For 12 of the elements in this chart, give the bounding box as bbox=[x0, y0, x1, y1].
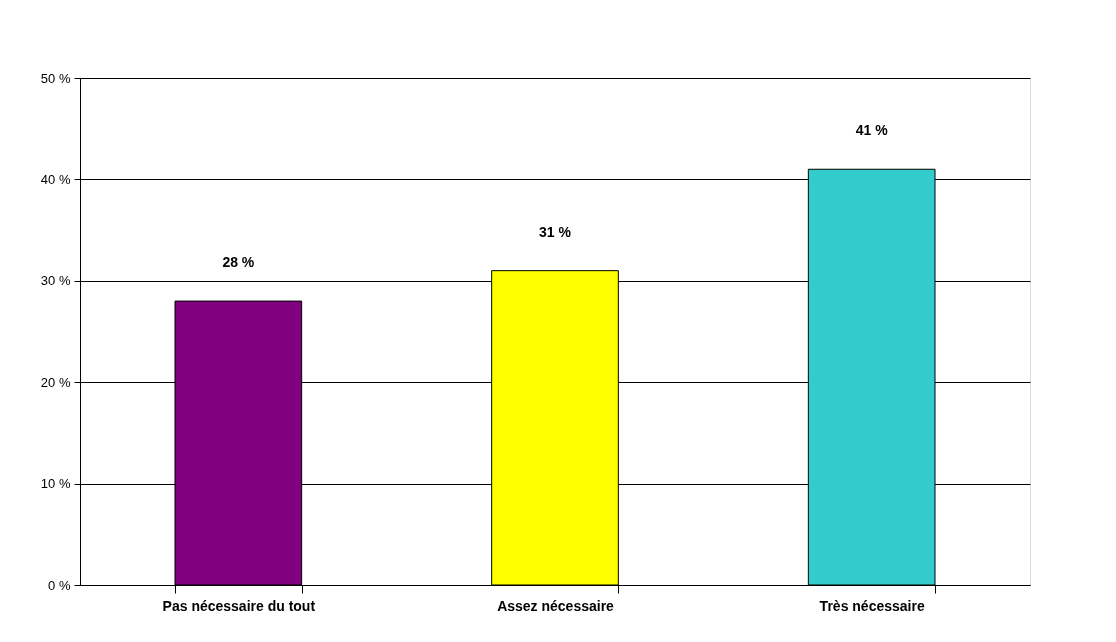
y-tick-label: 50 % bbox=[40, 70, 71, 86]
y-tick-label: 40 % bbox=[40, 171, 71, 187]
y-tick-label: 20 % bbox=[40, 374, 71, 390]
x-tick-label: Très nécessaire bbox=[819, 597, 925, 614]
data-label: 41 % bbox=[855, 122, 889, 139]
y-tick-label: 0 % bbox=[48, 577, 71, 593]
data-label: 28 % bbox=[222, 254, 255, 271]
x-tick-label: Assez nécessaire bbox=[497, 597, 615, 614]
y-tick-label: 30 % bbox=[40, 273, 71, 289]
x-tick-label: Pas nécessaire du tout bbox=[162, 597, 316, 614]
data-label: 31 % bbox=[539, 223, 572, 240]
y-tick-label: 10 % bbox=[40, 476, 71, 492]
